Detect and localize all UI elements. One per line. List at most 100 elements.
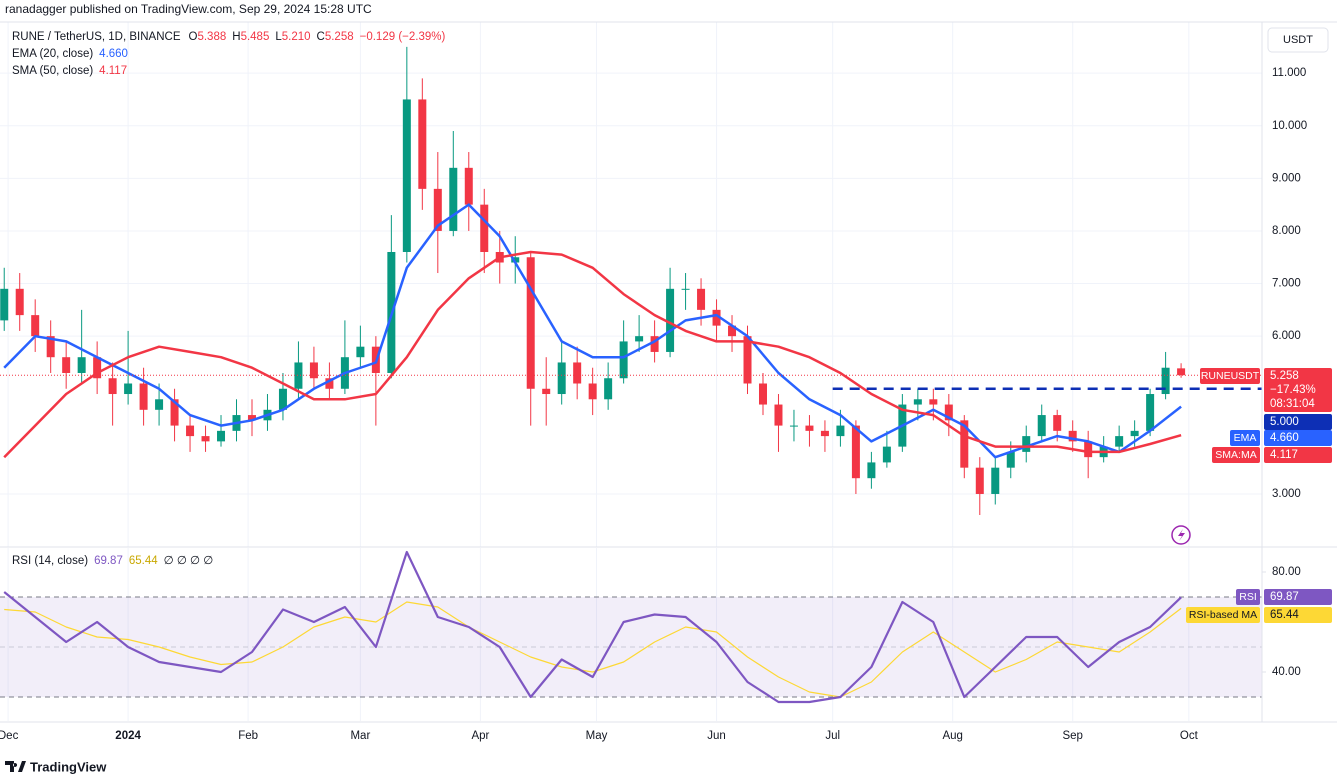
change-percent-label: −17.43% (1270, 384, 1316, 396)
candle-body (201, 436, 210, 442)
candle-body (557, 362, 566, 395)
candle-body (882, 446, 891, 463)
candle-body (573, 362, 582, 384)
rsi-value-label: 65.44 (1270, 609, 1299, 621)
overlay-value-label: 4.117 (1270, 449, 1298, 461)
legend: RUNE / TetherUS, 1D, BINANCE O5.388 H5.485… (12, 31, 445, 567)
legend-row: RSI (14, close) 69.87 65.44 ∅ ∅ ∅ ∅ (12, 555, 213, 567)
x-tick-label: Aug (942, 730, 962, 742)
candle-body (820, 430, 829, 437)
candle-body (836, 425, 845, 437)
candle-body (247, 415, 256, 421)
candle-body (464, 167, 473, 205)
candle-body (1053, 415, 1062, 431)
legend-text: 5.485 (241, 31, 270, 43)
candle-body (170, 399, 179, 426)
level-label: 5.000 (1270, 416, 1299, 428)
legend-text: 5.210 (282, 31, 311, 43)
candle-body (309, 362, 318, 379)
candle-body (650, 336, 659, 352)
candle-body (480, 204, 489, 252)
legend-text: H (232, 31, 240, 43)
overlay-value-label: 4.660 (1270, 432, 1299, 444)
rsi-tag-label: RSI (1239, 591, 1257, 603)
legend-text: 5.258 (325, 31, 354, 43)
candle-body (604, 378, 613, 400)
candle-body (635, 336, 644, 342)
legend-text: 4.660 (99, 48, 128, 60)
candle-body (325, 378, 334, 389)
x-tick-label: Mar (350, 730, 370, 742)
rsi-tag (1186, 607, 1260, 623)
y-tick-label: 8.000 (1272, 225, 1301, 237)
candle-body (124, 383, 133, 395)
logo-mark (5, 761, 26, 772)
alert-bolt (1178, 529, 1185, 541)
candle-body (31, 315, 40, 337)
candle-body (418, 99, 427, 189)
candle-body (155, 399, 164, 410)
candle-body (991, 467, 1000, 494)
x-tick-label: Oct (1180, 730, 1199, 742)
overlay-tag-label: EMA (1234, 432, 1257, 444)
x-tick-label: Jul (825, 730, 840, 742)
candle-body (789, 425, 798, 427)
legend-text: 4.117 (99, 65, 127, 77)
alert-icon[interactable] (1171, 525, 1191, 545)
legend-text: RSI (14, close) (12, 555, 88, 567)
x-tick-label: Jun (707, 730, 726, 742)
candle-body (186, 425, 195, 437)
rsi-tag-label: RSI-based MA (1189, 609, 1257, 621)
candle-body (0, 288, 9, 321)
countdown-label: 08:31:04 (1270, 398, 1315, 410)
candle-body (1130, 430, 1139, 437)
legend-row: SMA (50, close) 4.117 (12, 65, 127, 77)
candle-body (449, 167, 458, 231)
candle-body (46, 336, 55, 358)
y-tick-label: 40.00 (1272, 666, 1301, 678)
y-tick-label: 11.000 (1272, 67, 1306, 79)
candle-body (433, 188, 442, 231)
candle-body (77, 357, 86, 373)
candle-body (728, 325, 737, 337)
rsi-line (3, 550, 1182, 704)
legend-text: ∅ ∅ ∅ ∅ (164, 555, 214, 567)
axes: 3.000 6.000 7.000 8.000 9.000 10.000 11.000 Dec… (0, 67, 1332, 742)
legend-text: L (275, 31, 282, 43)
rsi-line (4, 601, 1182, 698)
overlay-value-box (1264, 430, 1332, 446)
price-pane (0, 46, 1262, 516)
candle-body (1006, 451, 1015, 468)
candle-body (1146, 394, 1155, 431)
candle-body (217, 430, 226, 442)
rsi-pane (0, 550, 1262, 704)
legend-text: EMA (20, close) (12, 48, 93, 60)
candle-body (712, 309, 721, 326)
legend-text: 65.44 (129, 555, 158, 567)
price-grid (0, 22, 1262, 547)
y-tick-label: 3.000 (1272, 488, 1301, 500)
y-tick-label: 10.000 (1272, 120, 1307, 132)
candle-body (294, 362, 303, 389)
candle-body (944, 404, 953, 421)
candle-body (1115, 436, 1124, 447)
candle-body (1068, 430, 1077, 442)
last-price-box (1264, 368, 1332, 412)
candle-body (774, 404, 783, 426)
overlay-tag (1230, 430, 1260, 446)
candle-body (975, 467, 984, 494)
currency-button[interactable] (1267, 27, 1329, 53)
candle-body (743, 336, 752, 384)
candle-body (356, 346, 365, 358)
legend-text: 69.87 (94, 555, 123, 567)
rsi-value-label: 69.87 (1270, 591, 1299, 603)
y-tick-label: 7.000 (1272, 278, 1301, 290)
currency-label[interactable]: USDT (1283, 34, 1313, 46)
x-tick-label: Apr (471, 730, 489, 742)
legend-text: SMA (50, close) (12, 65, 93, 77)
x-tick-label: Sep (1062, 730, 1082, 742)
rsi-value-box (1264, 607, 1332, 623)
candle-body (805, 425, 814, 431)
legend-text: 5.388 (197, 31, 226, 43)
